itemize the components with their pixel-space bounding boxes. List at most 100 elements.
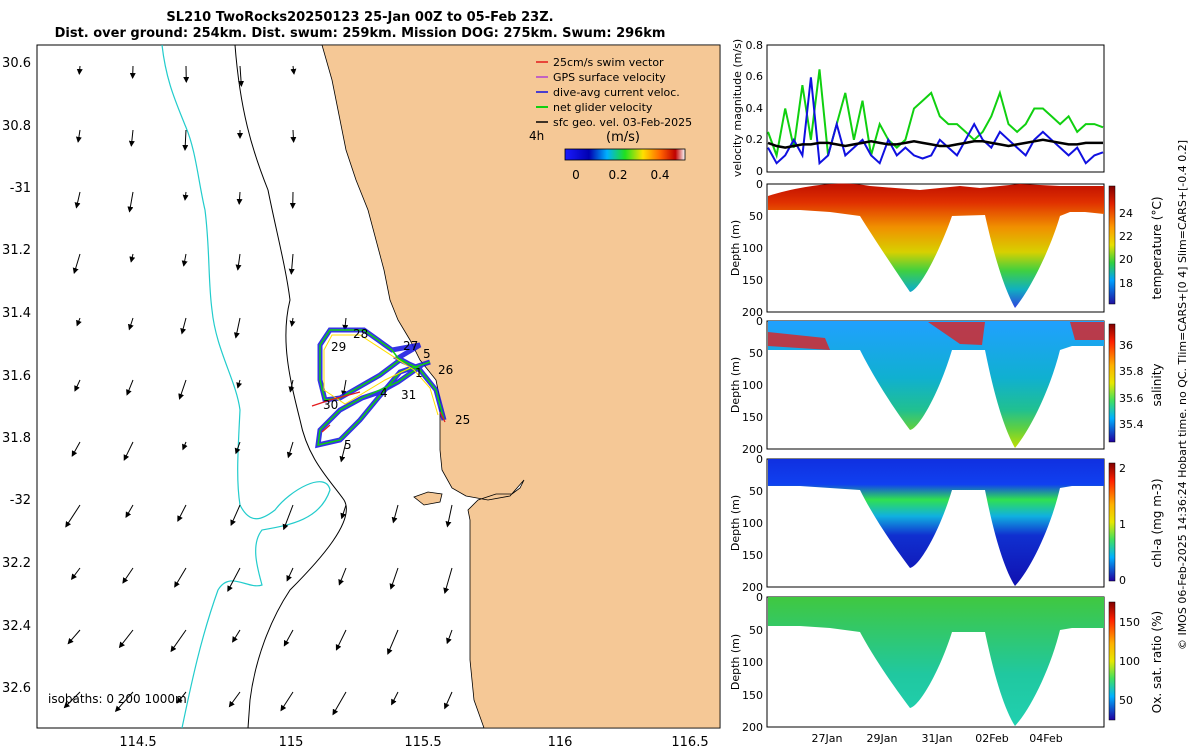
- chlorophyll-colorbar: [1108, 462, 1116, 582]
- oxygen-panel: 0 50 100 150 200 Depth (m) 150 100 50 Ox…: [729, 591, 1164, 745]
- velocity-series: [767, 69, 1104, 166]
- legend-item-gps: GPS surface velocity: [553, 71, 666, 84]
- geo-vector-arrow: [126, 379, 134, 396]
- geo-vector-arrow: [76, 317, 82, 327]
- geo-vector-arrow: [114, 691, 134, 713]
- depth-tick: 150: [742, 549, 763, 562]
- geo-vector-arrow: [125, 504, 134, 518]
- salinity-cb-label: salinity: [1150, 363, 1164, 406]
- geo-vector-arrow: [389, 567, 399, 590]
- temperature-cb-label: temperature (°C): [1150, 197, 1164, 300]
- geo-vector-arrow: [127, 317, 134, 331]
- time-x-tick: 29Jan: [867, 732, 898, 745]
- depth-tick: 50: [749, 210, 763, 223]
- map-y-tick: 30.6: [2, 56, 31, 71]
- day-label: 5: [344, 438, 352, 452]
- legend-item-geo: sfc geo. vel. 03-Feb-2025: [553, 116, 692, 129]
- depth-tick: 200: [742, 306, 763, 319]
- sal-cb-tick: 35.4: [1119, 418, 1144, 431]
- depth-tick: 50: [749, 347, 763, 360]
- day-label: 30: [323, 398, 338, 412]
- geo-vector-arrow: [235, 253, 242, 271]
- geo-vector-arrow: [180, 317, 187, 335]
- colorbar-tick: 0.4: [650, 168, 669, 182]
- map-y-tick: -31: [10, 181, 31, 196]
- geo-vector-arrow: [236, 379, 243, 389]
- isobath-200: [234, 44, 347, 729]
- geo-vector-arrow: [280, 691, 294, 712]
- temp-cb-tick: 18: [1119, 277, 1133, 290]
- map-x-tick: 116.5: [671, 735, 708, 750]
- geo-vector-arrow: [228, 691, 241, 708]
- depth-tick: 100: [742, 517, 763, 530]
- track-line-green: [317, 329, 445, 446]
- isobath-note: isobaths: 0 200 1000m: [48, 692, 187, 706]
- day-label: 4: [380, 386, 388, 400]
- vel-ylabel: velocity magnitude (m/s): [731, 39, 744, 177]
- geo-vector-arrow: [71, 441, 81, 457]
- oxygen-ylabel: Depth (m): [729, 634, 742, 690]
- temperature-colorbar: [1108, 185, 1116, 305]
- depth-tick: 100: [742, 242, 763, 255]
- day-label: 1: [415, 366, 423, 380]
- temperature-panel: 0 50 100 150 200 Depth (m) 24 22 20 18 t…: [729, 178, 1164, 319]
- geo-vector-arrow: [232, 629, 241, 643]
- geo-vector-arrow: [238, 65, 245, 87]
- geo-vector-arrow: [182, 129, 189, 151]
- depth-tick: 200: [742, 721, 763, 734]
- time-x-tick: 31Jan: [922, 732, 953, 745]
- salinity-panel: 0 50 100 150 200 Depth (m) 36 35.8 35.6 …: [729, 315, 1164, 456]
- legend-item-dac: dive-avg current veloc.: [553, 86, 680, 99]
- temp-cb-tick: 20: [1119, 253, 1133, 266]
- geo-vector-arrow: [387, 629, 399, 655]
- track-line-yellow: [323, 334, 439, 416]
- track-day-labels: 25 26 27 28 29 30 31 1 4 5 5: [323, 327, 470, 452]
- sal-cb-tick: 35.6: [1119, 392, 1144, 405]
- geo-vector-arrow: [123, 441, 134, 461]
- depth-tick: 0: [756, 178, 763, 191]
- velocity-series-line: [767, 77, 1104, 166]
- time-x-tick: 04Feb: [1029, 732, 1062, 745]
- map-y-tick: 32.2: [2, 556, 31, 571]
- geo-vector-arrow: [446, 629, 453, 645]
- map-legend: 25cm/s swim vector GPS surface velocity …: [529, 56, 692, 182]
- salinity-field: [768, 321, 1104, 448]
- depth-tick: 50: [749, 624, 763, 637]
- ox-cb-tick: 50: [1119, 694, 1133, 707]
- geo-vector-arrow: [74, 379, 81, 392]
- geo-vector-arrow: [182, 191, 189, 201]
- map-panel: 114.5 115 115.5 116 116.5 30.6 30.8 -31 …: [2, 44, 721, 750]
- depth-tick: 150: [742, 689, 763, 702]
- island: [413, 491, 443, 506]
- geo-vector-arrow: [282, 504, 294, 531]
- geo-vector-arrow: [290, 129, 297, 143]
- map-y-tick: 31.6: [2, 369, 31, 384]
- time-x-tick: 02Feb: [975, 732, 1008, 745]
- map-x-tick: 115: [279, 735, 304, 750]
- depth-tick: 150: [742, 411, 763, 424]
- chlorophyll-cb-label: chl-a (mg m-3): [1150, 478, 1164, 567]
- day-label: 25: [455, 413, 470, 427]
- chl-cb-tick: 0: [1119, 574, 1126, 587]
- geo-vector-arrow: [445, 504, 453, 528]
- geo-vector-arrow: [63, 691, 81, 709]
- colorbar-unit: (m/s): [606, 130, 640, 145]
- legend-item-net: net glider velocity: [553, 101, 653, 114]
- geo-vector-arrow: [443, 567, 453, 594]
- map-x-axis: 114.5 115 115.5 116 116.5: [119, 735, 708, 750]
- glider-track: [311, 327, 447, 449]
- geo-vector-arrow: [176, 691, 187, 704]
- depth-tick: 50: [749, 485, 763, 498]
- geo-vector-arrow: [174, 567, 187, 588]
- geo-vector-arrow: [178, 379, 187, 400]
- temp-cb-tick: 22: [1119, 230, 1133, 243]
- sal-cb-tick: 35.8: [1119, 365, 1144, 378]
- geo-vector-arrow: [129, 253, 136, 263]
- temperature-ylabel: Depth (m): [729, 220, 742, 276]
- geo-vector-arrow: [286, 567, 294, 582]
- geo-vector-arrow: [391, 691, 399, 706]
- depth-tick: 100: [742, 379, 763, 392]
- day-label: 27: [403, 339, 418, 353]
- velocity-series-line: [767, 138, 1103, 149]
- chlorophyll-ylabel: Depth (m): [729, 495, 742, 551]
